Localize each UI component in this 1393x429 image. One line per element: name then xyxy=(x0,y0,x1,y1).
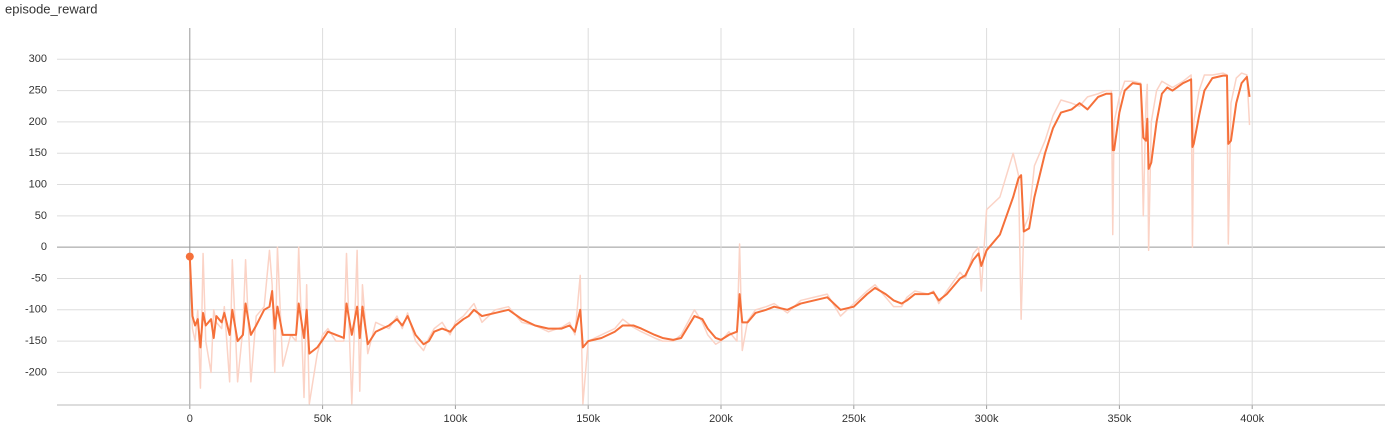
y-tick-label: 300 xyxy=(29,53,47,65)
x-tick-label: 100k xyxy=(443,413,467,425)
y-tick-label: -150 xyxy=(25,335,47,347)
y-tick-label: 50 xyxy=(35,210,47,222)
y-tick-label: 0 xyxy=(41,241,47,253)
y-tick-label: -100 xyxy=(25,304,47,316)
series-line xyxy=(189,72,1251,405)
x-tick-label: 150k xyxy=(576,413,600,425)
y-tick-label: 100 xyxy=(29,178,47,190)
y-tick-label: 250 xyxy=(29,85,47,97)
y-tick-label: -200 xyxy=(25,366,47,378)
x-tick-label: 0 xyxy=(187,413,193,425)
series-line xyxy=(188,74,1251,355)
x-tick-label: 300k xyxy=(975,413,999,425)
x-tick-label: 50k xyxy=(314,413,332,425)
y-tick-label: -50 xyxy=(31,272,47,284)
x-tick-label: 250k xyxy=(842,413,866,425)
y-tick-label: 200 xyxy=(29,116,47,128)
x-tick-label: 200k xyxy=(709,413,733,425)
y-tick-label: 150 xyxy=(29,147,47,159)
x-tick-label: 400k xyxy=(1240,413,1264,425)
chart-title: episode_reward xyxy=(5,1,98,16)
x-tick-label: 350k xyxy=(1107,413,1131,425)
hover-point xyxy=(185,252,194,261)
